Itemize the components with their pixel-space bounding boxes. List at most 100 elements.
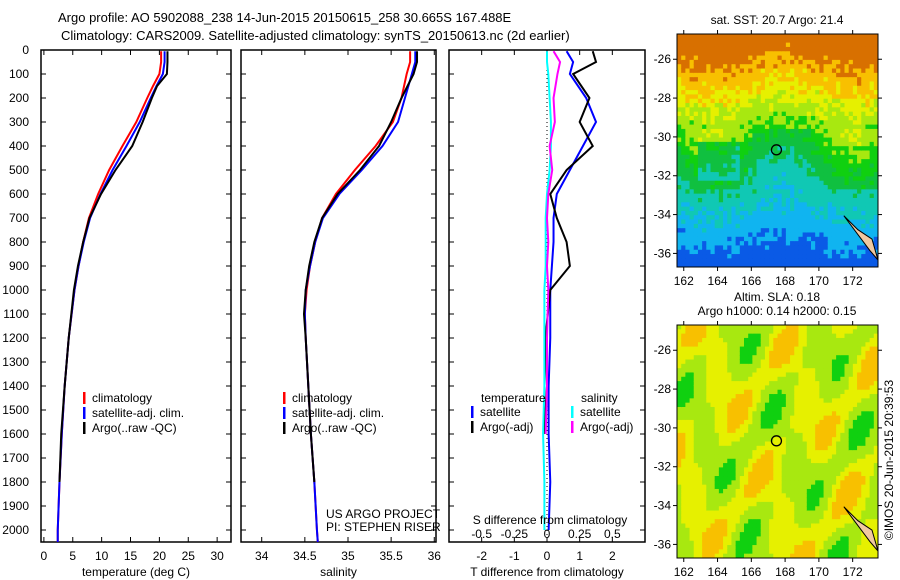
map-cell — [677, 402, 682, 408]
map-cell — [869, 98, 875, 104]
map-cell — [827, 463, 833, 468]
map-cell — [702, 372, 707, 378]
map-cell — [693, 428, 699, 434]
map-cell — [773, 402, 778, 408]
map-cell — [769, 215, 774, 221]
map-cell — [806, 389, 812, 395]
map-cell — [840, 189, 845, 195]
map-cell — [873, 185, 879, 190]
map-cell — [823, 488, 829, 494]
lon-tick-label: 170 — [809, 274, 829, 288]
map-cell — [723, 406, 728, 412]
map-cell — [806, 115, 812, 121]
map-cell — [714, 254, 720, 259]
map-cell — [819, 549, 825, 555]
map-cell — [865, 107, 871, 113]
map-cell — [760, 359, 766, 365]
map-cell — [748, 545, 753, 550]
map-cell — [806, 519, 812, 524]
map-cell — [848, 245, 854, 251]
map-cell — [727, 385, 732, 391]
map-cell — [697, 210, 703, 216]
map-cell — [790, 219, 795, 225]
map-cell — [861, 223, 866, 229]
map-cell — [744, 72, 749, 78]
map-cell — [748, 372, 753, 378]
map-cell — [781, 228, 787, 233]
map-cell — [823, 197, 829, 203]
map-cell — [773, 523, 778, 529]
map-cell — [706, 167, 711, 173]
map-cell — [869, 46, 875, 52]
map-cell — [790, 85, 795, 91]
map-cell — [827, 120, 833, 126]
map-cell — [794, 514, 799, 520]
map-cell — [685, 128, 691, 134]
map-cell — [777, 419, 783, 425]
map-cell — [827, 419, 833, 425]
map-cell — [873, 128, 879, 134]
map-cell — [706, 363, 711, 369]
map-cell — [865, 38, 871, 44]
map-cell — [781, 90, 787, 95]
map-cell — [827, 325, 833, 330]
legend-title-salinity: salinity — [581, 391, 618, 405]
map-cell — [848, 241, 854, 246]
map-cell — [852, 159, 858, 164]
map-cell — [873, 228, 879, 233]
map-cell — [731, 103, 737, 108]
map-cell — [769, 42, 774, 48]
map-cell — [794, 415, 799, 421]
map-cell — [706, 241, 711, 246]
map-cell — [811, 514, 816, 520]
map-cell — [735, 484, 741, 490]
map-cell — [718, 363, 724, 369]
map-cell — [714, 463, 720, 468]
map-cell — [752, 350, 758, 356]
map-cell — [802, 355, 808, 361]
map-cell — [823, 249, 829, 255]
map-cell — [693, 432, 699, 438]
map-cell — [769, 454, 774, 460]
sla-map — [677, 325, 879, 559]
map-cell — [844, 172, 850, 177]
map-cell — [777, 428, 783, 434]
map-cell — [802, 476, 808, 481]
map-cell — [790, 51, 795, 57]
map-cell — [710, 189, 716, 195]
map-cell — [697, 432, 703, 438]
map-cell — [852, 193, 858, 199]
map-cell — [873, 163, 879, 169]
map-cell — [873, 206, 879, 212]
map-cell — [777, 450, 783, 455]
map-cell — [769, 180, 774, 186]
map-cell — [739, 372, 745, 378]
map-cell — [819, 34, 825, 39]
map-cell — [781, 532, 787, 537]
map-cell — [710, 488, 716, 494]
map-cell — [739, 59, 745, 65]
map-cell — [781, 85, 787, 91]
map-cell — [773, 467, 778, 473]
map-cell — [693, 480, 699, 486]
map-cell — [815, 128, 820, 134]
map-cell — [806, 202, 812, 208]
map-cell — [857, 120, 862, 126]
map-cell — [831, 467, 837, 473]
legend-swatch — [283, 407, 286, 419]
map-cell — [710, 193, 716, 199]
map-cell — [848, 185, 854, 190]
map-cell — [697, 549, 703, 555]
map-cell — [811, 202, 816, 208]
map-cell — [819, 527, 825, 533]
map-cell — [706, 206, 711, 212]
map-cell — [790, 372, 795, 378]
map-cell — [685, 519, 691, 524]
map-cell — [764, 445, 770, 451]
map-cell — [702, 394, 707, 399]
map-cell — [861, 59, 866, 65]
x-tick-label: 20 — [153, 549, 167, 563]
map-cell — [710, 55, 716, 61]
map-cell — [857, 42, 862, 48]
map-cell — [806, 346, 812, 352]
